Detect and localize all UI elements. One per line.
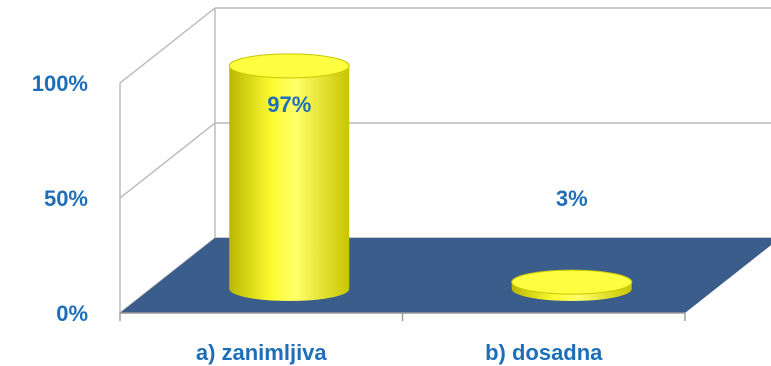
data-labels: 97% 3% [267,92,587,211]
bar-1 [228,53,350,302]
y-tick-label: 100% [32,71,88,96]
data-label: 97% [267,92,311,117]
x-tick-label: a) zanimljiva [196,340,328,365]
bar-2 [511,269,633,301]
bars [228,53,633,302]
gridline-side [119,7,216,84]
bar-body [229,65,350,302]
y-tick-label: 50% [44,186,88,211]
gridline-side [119,122,216,199]
data-label: 3% [556,186,588,211]
x-tick-label: b) dosadna [485,340,603,365]
x-axis-tick-labels: a) zanimljiva b) dosadna [196,340,603,365]
chart-floor [120,238,771,313]
x-axis [119,312,686,321]
bar-top [228,53,350,79]
bar-top [511,269,633,295]
y-axis-tick-labels: 0% 50% 100% [32,71,88,326]
y-tick-label: 0% [56,301,88,326]
